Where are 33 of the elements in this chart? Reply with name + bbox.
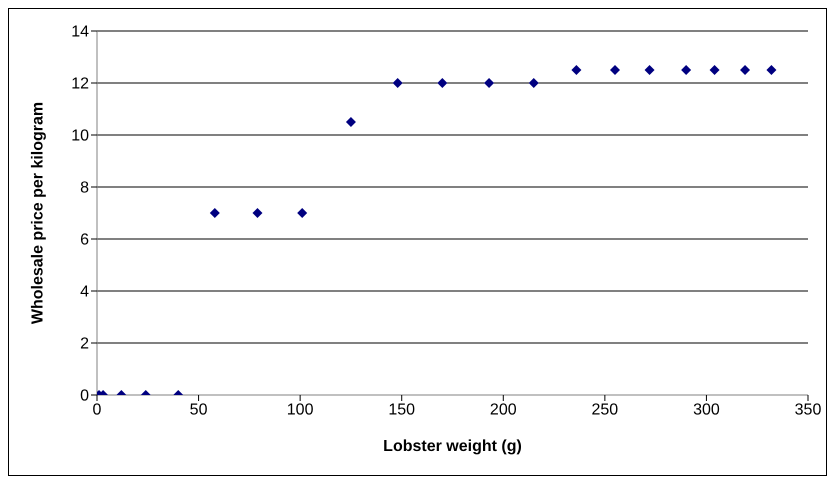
x-tick-label: 100	[286, 401, 314, 418]
point	[571, 65, 582, 75]
point	[437, 78, 448, 88]
point	[392, 78, 403, 88]
x-tick-label: 350	[794, 401, 822, 418]
x-tick-label: 0	[92, 401, 102, 418]
y-axis-title: Wholesale price per kilogram	[30, 102, 47, 324]
x-tick-label: 50	[190, 401, 208, 418]
y-tick-label: 0	[80, 388, 90, 405]
y-tick-label: 14	[71, 24, 90, 41]
x-tick-label: 250	[592, 401, 618, 418]
point	[644, 65, 655, 75]
x-tick-label: 300	[693, 401, 720, 418]
point	[210, 208, 220, 218]
x-axis-title: Lobster weight (g)	[383, 438, 522, 455]
y-tick-label: 8	[80, 180, 90, 197]
y-tick-label: 12	[71, 76, 90, 93]
point	[252, 208, 262, 218]
point	[710, 65, 720, 75]
point	[610, 65, 620, 75]
point	[740, 65, 750, 75]
y-tick-label: 6	[80, 232, 90, 249]
point	[346, 117, 356, 127]
y-tick-label: 4	[80, 284, 90, 301]
point	[528, 78, 539, 88]
point	[484, 78, 494, 88]
point	[681, 65, 692, 75]
y-tick-label: 2	[80, 336, 90, 353]
point	[297, 208, 308, 218]
x-tick-label: 150	[388, 401, 416, 418]
y-tick-label: 10	[71, 128, 90, 145]
x-tick-label: 200	[490, 401, 517, 418]
point	[766, 65, 776, 75]
